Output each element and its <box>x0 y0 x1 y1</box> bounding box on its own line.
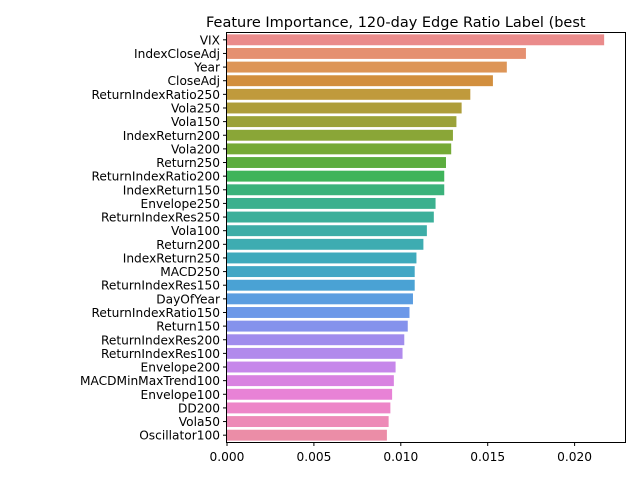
y-tick-label: Envelope250 <box>141 197 220 211</box>
bar-Envelope100 <box>227 388 393 400</box>
y-tick-label: ReturnIndexRatio250 <box>91 88 220 102</box>
bar-IndexReturn250 <box>227 252 417 264</box>
y-tick-label: VIX <box>200 33 220 47</box>
y-tick-label: ReturnIndexRes250 <box>101 211 220 225</box>
bar-VIX <box>227 34 605 46</box>
bar-ReturnIndexRes150 <box>227 279 415 291</box>
y-tick-label: Year <box>193 61 221 75</box>
y-tick-label: Vola100 <box>171 224 220 238</box>
x-tick-label: 0.020 <box>557 450 592 464</box>
y-tick-label: Envelope200 <box>141 361 220 375</box>
y-tick-label: ReturnIndexRatio150 <box>91 306 220 320</box>
x-tick-label: 0.000 <box>210 450 245 464</box>
y-tick-label: Vola250 <box>171 101 220 115</box>
bar-IndexReturn150 <box>227 184 445 196</box>
y-tick-labels: VIXIndexCloseAdjYearCloseAdjReturnIndexR… <box>80 33 227 443</box>
x-tick-label: 0.010 <box>383 450 418 464</box>
y-tick-label: CloseAdj <box>168 74 220 88</box>
y-tick-label: DD200 <box>178 401 220 415</box>
y-tick-label: Envelope100 <box>141 388 220 402</box>
bar-Vola150 <box>227 116 457 128</box>
y-tick-label: Return150 <box>156 320 220 334</box>
bar-ReturnIndexRes100 <box>227 347 403 359</box>
y-tick-label: IndexReturn200 <box>123 129 220 143</box>
bar-Envelope250 <box>227 197 436 209</box>
y-tick-label: ReturnIndexRatio200 <box>91 170 220 184</box>
y-tick-label: IndexReturn250 <box>123 251 220 265</box>
y-tick-label: Vola200 <box>171 142 220 156</box>
bar-Oscillator100 <box>227 429 387 441</box>
y-tick-label: ReturnIndexRes200 <box>101 333 220 347</box>
bar-Vola50 <box>227 416 389 428</box>
y-tick-label: MACDMinMaxTrend100 <box>80 374 220 388</box>
bar-ReturnIndexRes250 <box>227 211 434 223</box>
bar-DayOfYear <box>227 293 413 305</box>
bar-Vola250 <box>227 102 462 114</box>
x-axis: 0.000 0.005 0.010 0.015 0.020 <box>210 442 592 464</box>
bar-IndexCloseAdj <box>227 47 526 59</box>
bar-Return250 <box>227 157 446 168</box>
y-tick-label: Oscillator100 <box>139 429 220 443</box>
bars-layer <box>227 34 605 441</box>
y-tick-label: IndexCloseAdj <box>134 47 220 61</box>
y-tick-label: Return250 <box>156 156 220 170</box>
y-tick-label: IndexReturn150 <box>123 183 220 197</box>
bar-Return150 <box>227 320 408 332</box>
bar-Vola100 <box>227 225 427 237</box>
y-tick-label: ReturnIndexRes100 <box>101 347 220 361</box>
bar-ReturnIndexRatio250 <box>227 88 471 100</box>
y-tick-label: MACD250 <box>160 265 220 279</box>
bar-ReturnIndexRatio150 <box>227 307 410 318</box>
y-tick-label: Return200 <box>156 238 220 252</box>
x-tick-label: 0.005 <box>296 450 331 464</box>
bar-DD200 <box>227 402 391 414</box>
bar-Year <box>227 61 507 73</box>
bar-CloseAdj <box>227 75 493 87</box>
y-tick-label: Vola50 <box>179 415 220 429</box>
bar-Vola200 <box>227 143 452 155</box>
y-tick-label: ReturnIndexRes150 <box>101 279 220 293</box>
y-tick-label: DayOfYear <box>156 292 221 306</box>
bar-IndexReturn200 <box>227 129 453 141</box>
bar-MACDMinMaxTrend100 <box>227 375 394 387</box>
bar-ReturnIndexRatio200 <box>227 170 445 182</box>
bar-Return200 <box>227 238 424 250</box>
bar-MACD250 <box>227 266 415 278</box>
plot-frame <box>226 32 626 443</box>
bar-ReturnIndexRes200 <box>227 334 405 346</box>
y-tick-label: Vola150 <box>171 115 220 129</box>
bar-Envelope200 <box>227 361 396 373</box>
chart-title: Feature Importance, 120-day Edge Ratio L… <box>206 15 586 31</box>
x-tick-label: 0.015 <box>470 450 505 464</box>
